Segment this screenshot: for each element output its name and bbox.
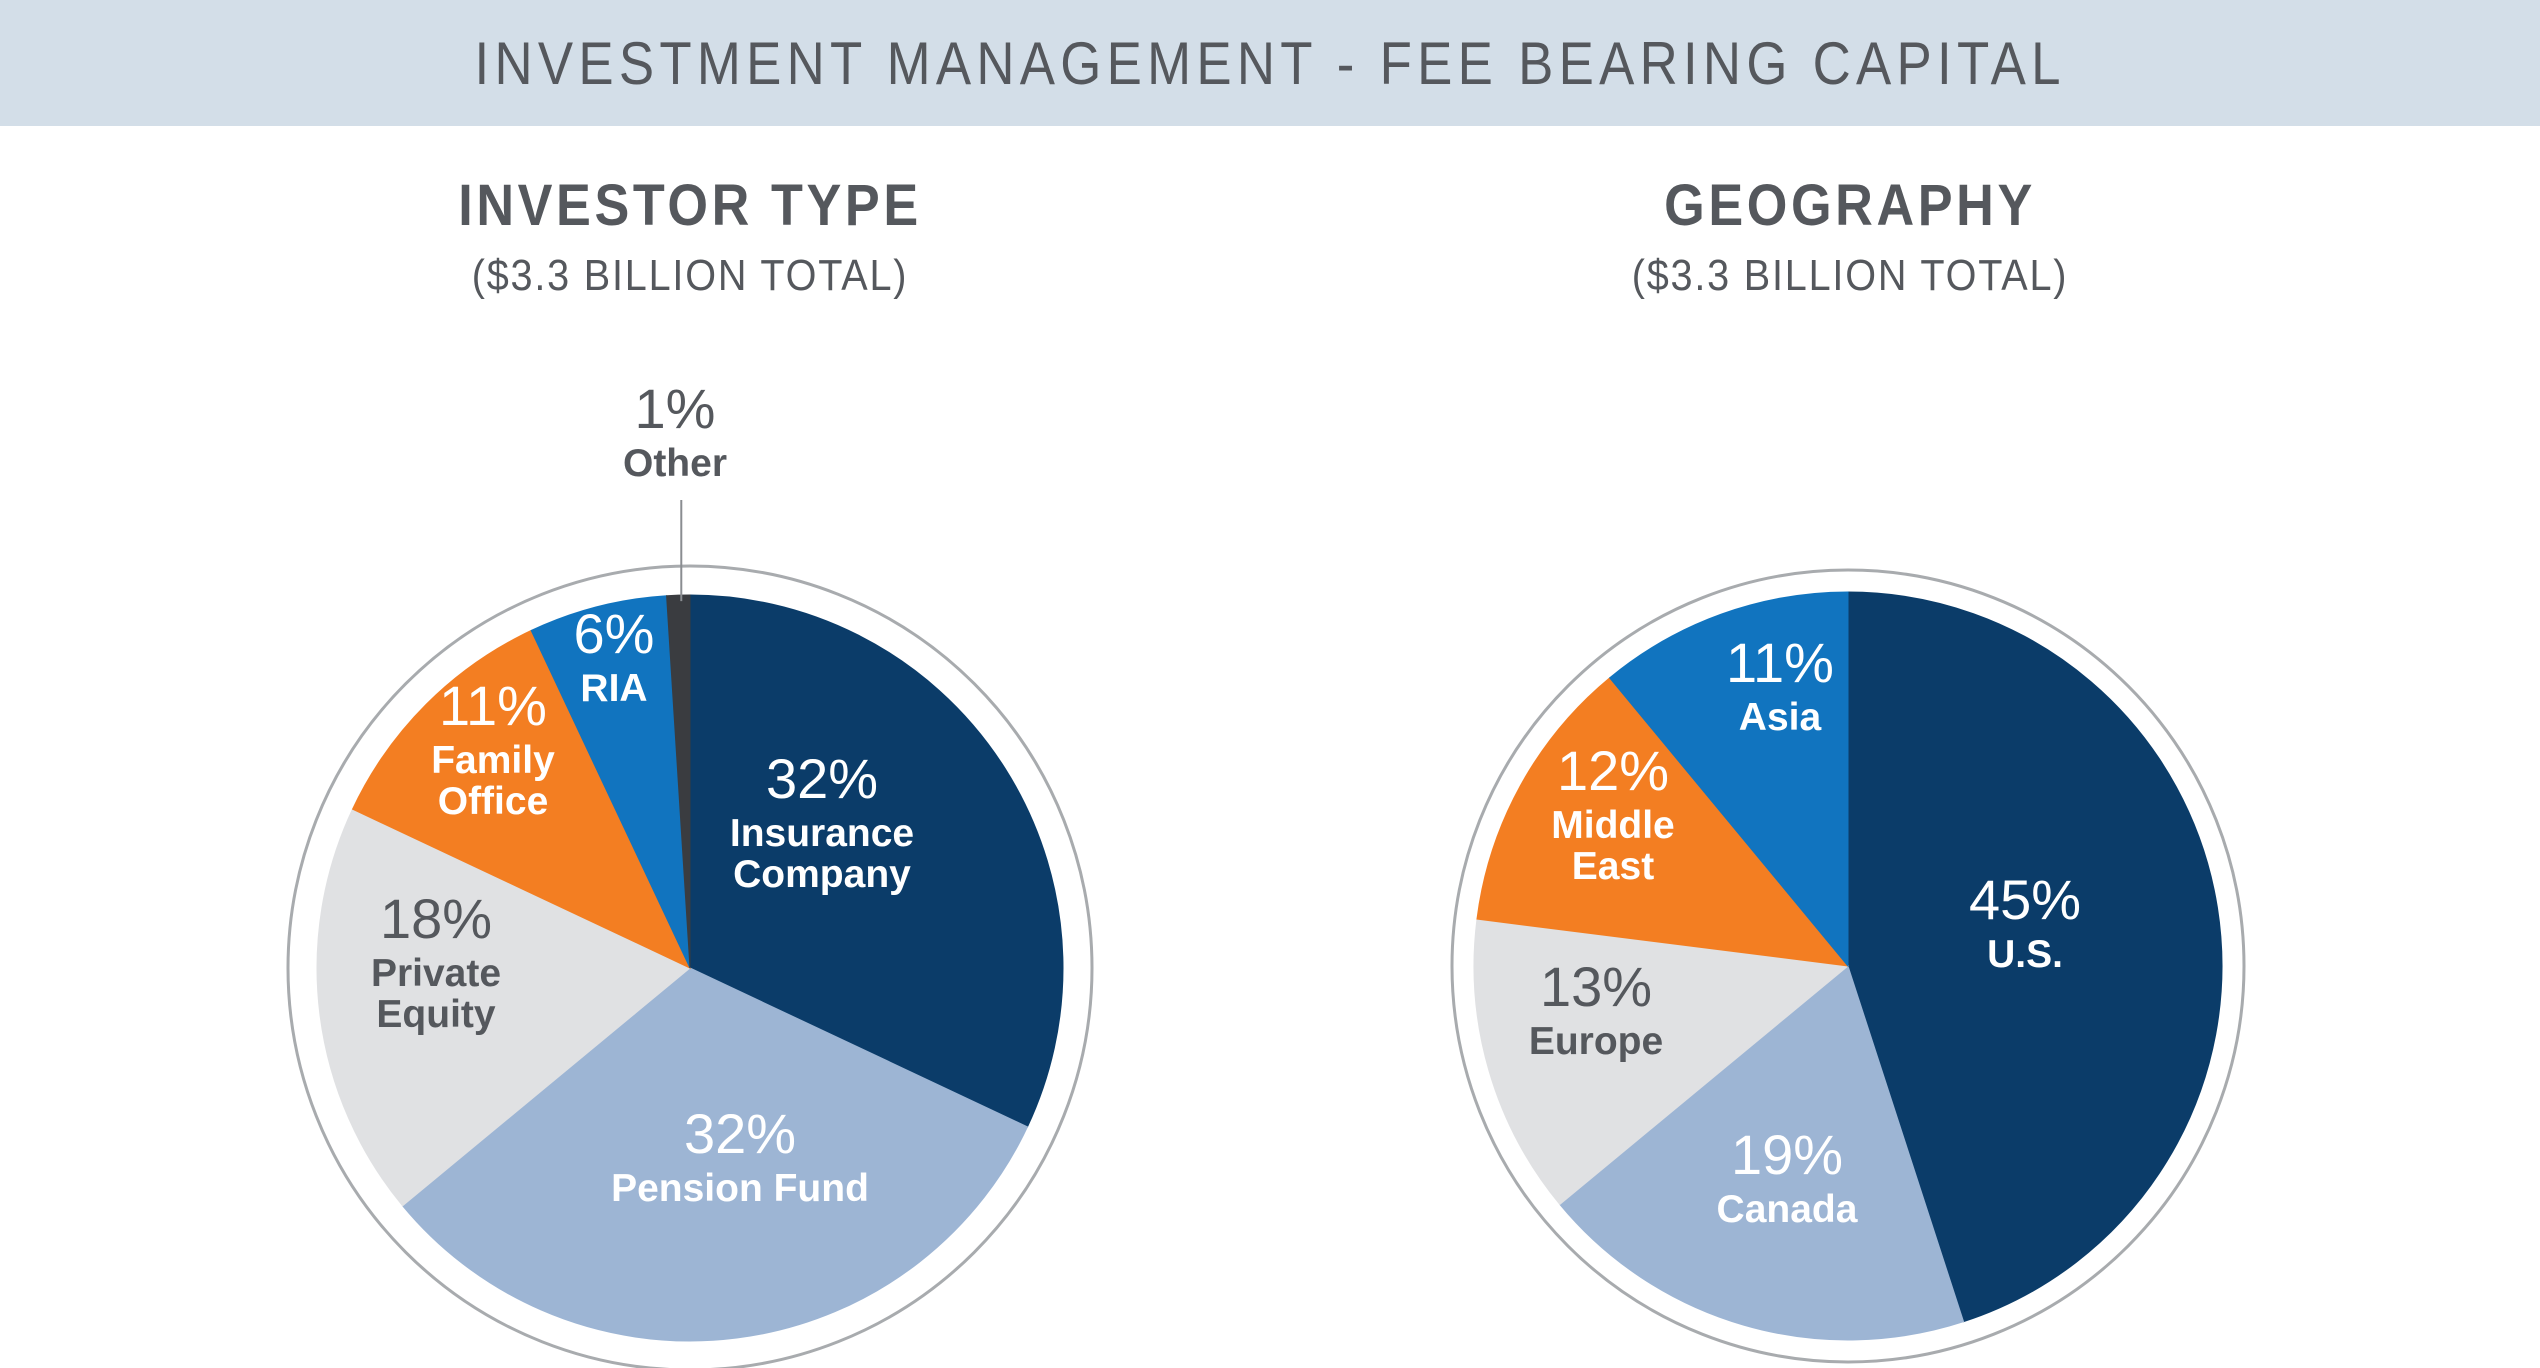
slice-category-label: Canada — [1717, 1188, 1858, 1231]
slice-category-label: Asia — [1739, 696, 1822, 739]
slice-label: 6%RIA — [574, 602, 655, 710]
pie-slice — [530, 595, 691, 969]
slice-category-label: U.S. — [1987, 933, 2063, 976]
chart-title: GEOGRAPHY — [1664, 173, 2036, 238]
pie-slice — [1847, 591, 2223, 1323]
slice-label: 11%Asia — [1726, 631, 1834, 739]
slice-label: 13%Europe — [1529, 955, 1663, 1063]
chart-subtitle: ($3.3 BILLION TOTAL) — [1631, 251, 2069, 300]
pie-slice — [666, 594, 691, 969]
slice-percent-label: 11% — [439, 674, 547, 737]
slice-percent-label: 12% — [1557, 739, 1669, 802]
slice-category-label: Equity — [376, 993, 495, 1036]
pie-slice — [689, 594, 1064, 1128]
slice-percent-label: 32% — [766, 747, 878, 810]
pie-slice — [316, 808, 691, 1207]
banner: INVESTMENT MANAGEMENT - FEE BEARING CAPI… — [0, 0, 2540, 126]
slice-category-label: East — [1572, 845, 1654, 888]
slice-category-label: Private — [371, 952, 501, 995]
pie-slice — [1608, 591, 1849, 968]
slice-percent-label: 11% — [1726, 631, 1834, 694]
chart-subtitle: ($3.3 BILLION TOTAL) — [471, 251, 909, 300]
slice-category-label: Middle — [1551, 804, 1675, 847]
slice-category-label: Company — [733, 853, 911, 896]
slice-percent-label: 13% — [1540, 955, 1652, 1018]
pie-outline-ring — [286, 564, 1094, 1368]
slice-category-label: RIA — [580, 667, 647, 710]
slice-category-label: Other — [623, 442, 727, 485]
pie-slice — [401, 967, 1029, 1342]
pie-slice — [351, 629, 692, 970]
investor-type-header: INVESTOR TYPE ($3.3 BILLION TOTAL) — [240, 172, 1140, 301]
slice-category-label: Office — [438, 780, 549, 823]
pie-slice — [1559, 965, 1965, 1341]
chart-title: INVESTOR TYPE — [458, 173, 922, 238]
pie-outline-ring — [1450, 568, 2246, 1364]
slice-percent-label: 32% — [684, 1102, 796, 1165]
slice-category-label: Pension Fund — [611, 1167, 869, 1210]
slice-percent-label: 18% — [380, 887, 492, 950]
slice-percent-label: 19% — [1731, 1123, 1843, 1186]
slice-category-label: Europe — [1529, 1020, 1663, 1063]
slice-percent-label: 45% — [1969, 868, 2081, 931]
pie-slice — [1476, 677, 1850, 967]
slice-category-label: Family — [431, 739, 555, 782]
slice-label: 45%U.S. — [1969, 868, 2081, 976]
slice-percent-label: 6% — [574, 602, 655, 665]
slice-percent-label: 1% — [635, 377, 716, 440]
page-title: INVESTMENT MANAGEMENT - FEE BEARING CAPI… — [474, 29, 2066, 97]
pie-slice — [1473, 918, 1850, 1206]
slice-label: 32%Pension Fund — [611, 1102, 869, 1210]
slice-category-label: Insurance — [730, 812, 914, 855]
geography-header: GEOGRAPHY ($3.3 BILLION TOTAL) — [1400, 172, 2300, 301]
slice-label: 19%Canada — [1717, 1123, 1858, 1231]
slice-label: 1%Other — [623, 377, 727, 602]
